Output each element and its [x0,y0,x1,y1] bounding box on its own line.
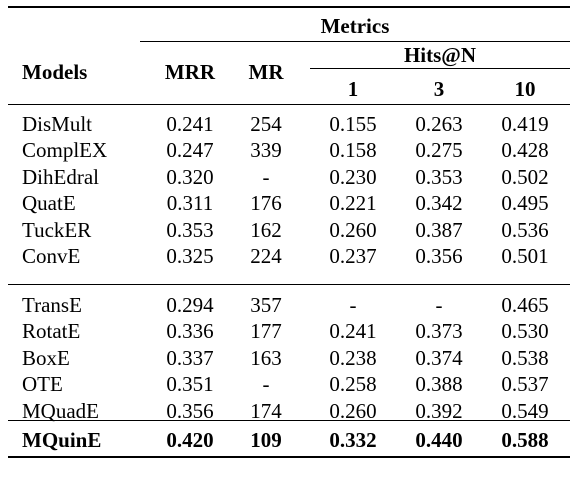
cell-model: MQuinE [22,428,102,452]
group-rule-2 [8,420,570,421]
cell-mrr: 0.337 [166,345,214,370]
cell-mr: 224 [250,244,282,268]
cell-model: ComplEX [22,138,108,163]
cell-mr: 357 [250,293,282,317]
cell-mrr: 0.247 [166,138,214,163]
cell-model: RotatE [22,319,81,344]
cell-model: TransE [22,293,82,317]
cell-h1: 0.230 [329,164,377,189]
cell-mrr: 0.294 [166,293,214,317]
header-metrics: Metrics [320,14,390,38]
cell-model: DihEdral [22,164,99,189]
cell-mr: 177 [250,319,282,344]
header-mrr: MRR [164,60,216,84]
cell-model: OTE [22,372,63,397]
cell-mrr: 0.325 [166,244,214,268]
cell-h3: 0.387 [415,217,463,242]
cell-mrr: 0.356 [166,398,214,423]
cell-h1: 0.155 [329,112,377,136]
header-mr: MR [248,60,284,84]
group-rule-1 [8,284,570,285]
cell-h10: 0.501 [501,244,549,268]
cell-h1: 0.241 [329,319,377,344]
header-rule [8,104,570,105]
cell-mr: 339 [250,138,282,163]
cell-h10: 0.419 [501,112,549,136]
cell-h3: 0.353 [415,164,463,189]
header-hits-10: 10 [514,77,536,101]
hits-rule [310,68,570,69]
cell-mrr: 0.320 [166,164,214,189]
cell-h10: 0.465 [501,293,549,317]
cell-model: QuatE [22,191,76,216]
cell-h1: 0.332 [329,428,377,452]
cell-mr: 174 [250,398,282,423]
cell-model: MQuadE [22,398,99,423]
cell-h1: 0.260 [329,398,377,423]
metrics-rule [140,41,570,42]
cell-h10: 0.428 [501,138,549,163]
cell-h3: 0.373 [415,319,463,344]
header-hits: Hits@N [403,43,477,67]
cell-h3: 0.356 [415,244,463,268]
cell-model: DisMult [22,112,93,136]
cell-h10: 0.530 [501,319,549,344]
cell-h1: 0.258 [329,372,377,397]
cell-h10: 0.502 [501,164,549,189]
cell-model: BoxE [22,345,70,370]
cell-mrr: 0.353 [166,217,214,242]
bottom-rule [8,456,570,458]
cell-h10: 0.537 [501,372,549,397]
cell-model: TuckER [22,217,92,242]
cell-mr: 254 [250,112,282,136]
cell-h1: 0.260 [329,217,377,242]
cell-h1: 0.237 [329,244,377,268]
cell-mrr: 0.311 [166,191,214,216]
cell-h1: 0.158 [329,138,377,163]
cell-h3: 0.275 [415,138,463,163]
cell-mr: 162 [250,217,282,242]
cell-h10: 0.536 [501,217,549,242]
header-hits-3: 3 [433,77,445,101]
cell-h1: 0.238 [329,345,377,370]
cell-model: ConvE [22,244,81,268]
cell-mrr: 0.241 [166,112,214,136]
cell-h3: 0.440 [415,428,463,452]
cell-mrr: 0.420 [166,428,214,452]
cell-h3: 0.388 [415,372,463,397]
cell-h10: 0.549 [501,398,549,423]
cell-h3: 0.342 [415,191,463,216]
cell-mr: - [262,164,270,189]
cell-h3: - [435,293,443,317]
cell-h10: 0.495 [501,191,549,216]
cell-mr: 163 [250,345,282,370]
cell-h10: 0.588 [501,428,549,452]
cell-h3: 0.263 [415,112,463,136]
cell-h1: 0.221 [329,191,377,216]
header-models: Models [22,60,88,84]
cell-h3: 0.374 [415,345,463,370]
cell-h3: 0.392 [415,398,463,423]
cell-mr: 109 [250,428,282,452]
top-rule [8,6,570,8]
cell-mrr: 0.351 [166,372,214,397]
cell-mr: - [262,372,270,397]
cell-h10: 0.538 [501,345,549,370]
cell-mr: 176 [250,191,282,216]
cell-mrr: 0.336 [166,319,214,344]
cell-h1: - [349,293,357,317]
header-hits-1: 1 [347,77,359,101]
